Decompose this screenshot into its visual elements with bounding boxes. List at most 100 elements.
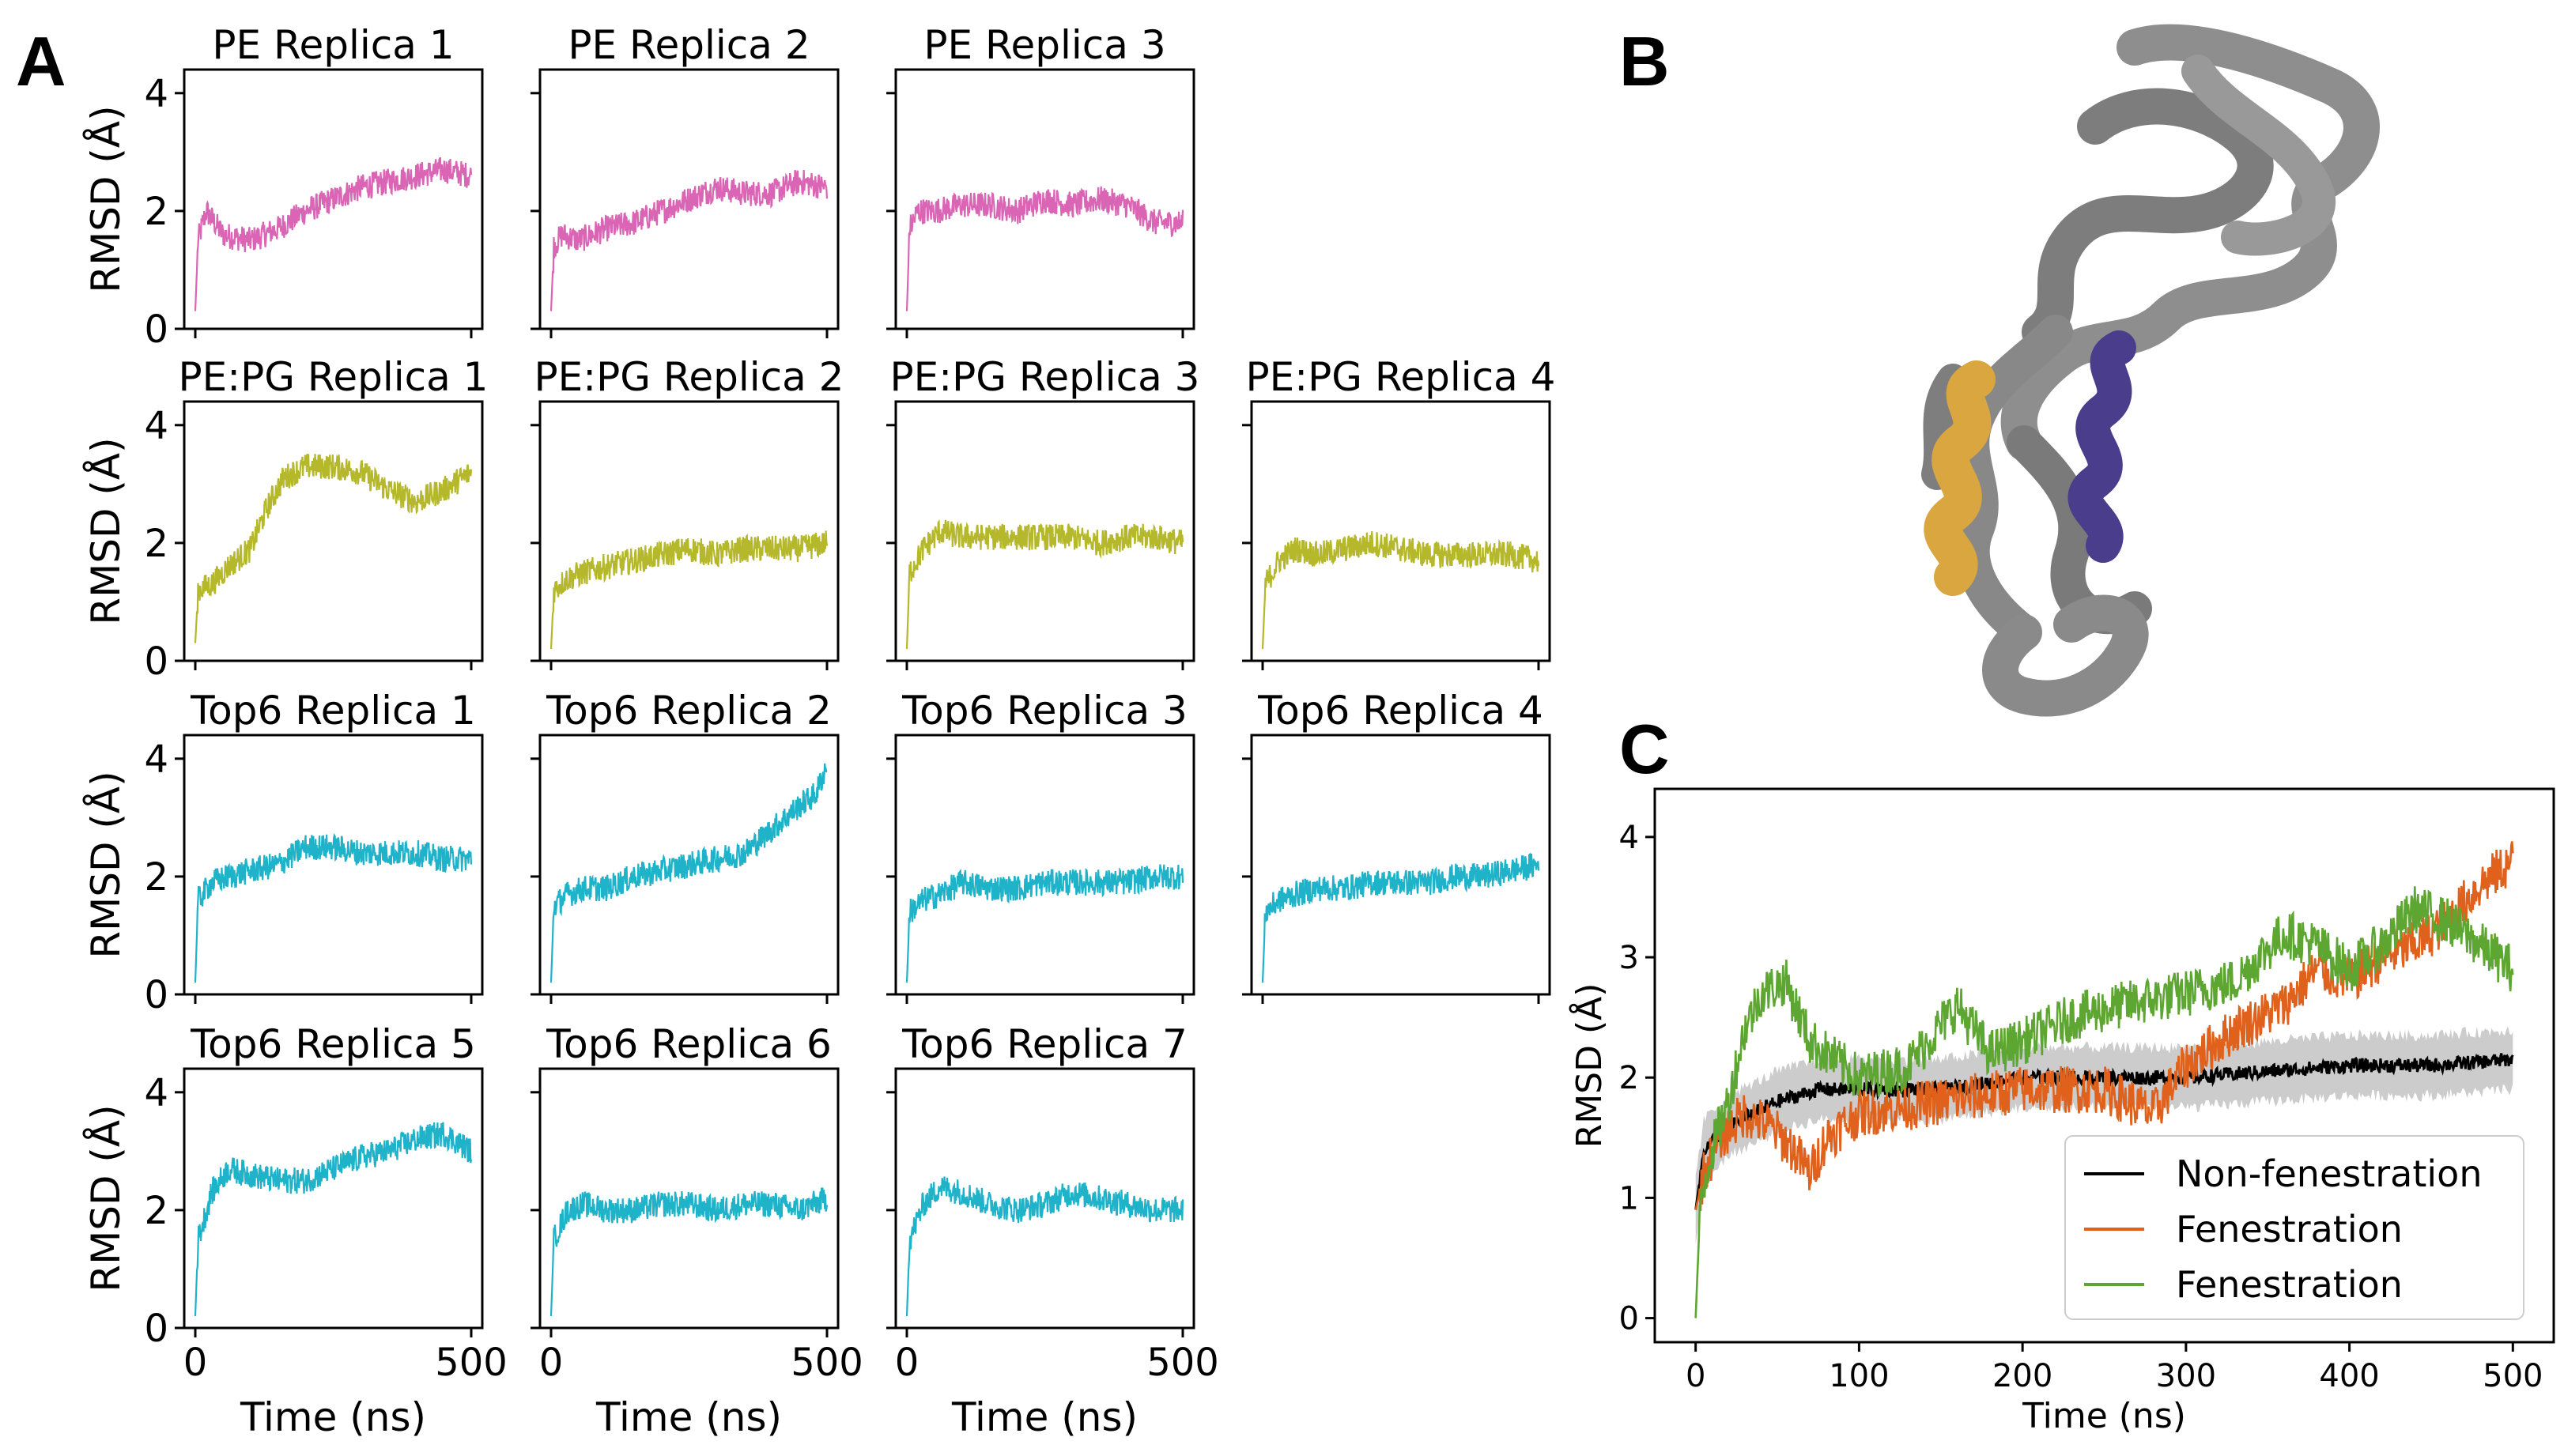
y-axis-label: RMSD (Å) [1568,983,1610,1149]
panel-label-c: C [1619,710,1670,788]
panel-c-overlay-chart: 0 1 2 3 4 0 100 200 300 400 500 Time (ns) RMSD (Å) No… [1568,787,2555,1436]
y-tick-label: 0 [144,639,168,684]
y-tick-label: 0 [144,973,168,1017]
y-tick-label: 2 [144,522,168,566]
subplot-title: Top6 Replica 1 [190,688,476,734]
subplot-frame [183,68,484,330]
rmsd-series-line [905,186,1184,311]
x-axis-label: Time (ns) [240,1394,426,1440]
y-tick-label: 4 [144,1071,168,1115]
x-tick-label: 0 [895,1341,919,1385]
rmsd-series-line [194,454,473,643]
subplot-frame [1250,734,1551,996]
subplot-8: Top6 Replica 2 [531,688,840,1004]
y-tick-label: 0 [144,307,168,352]
subplot-11: Top6 Replica 5 0 2 4 0 500 RMSD (Å) Time (ns) [83,1021,508,1440]
y-axis-label: RMSD (Å) [83,437,129,624]
x-tick-label: 500 [1146,1341,1219,1385]
rmsd-series-line [905,519,1184,650]
rmsd-series-line [905,1176,1184,1317]
subplot-title: PE:PG Replica 2 [534,354,844,400]
y-tick-label: 4 [144,404,168,448]
subplot-title: PE:PG Replica 1 [179,354,489,400]
panel-label-b: B [1619,22,1670,100]
legend-label-fen2: Fenestration [2176,1263,2403,1306]
subplot-title: PE Replica 2 [568,22,810,68]
x-tick-label: 500 [435,1341,508,1385]
subplot-7: Top6 Replica 1 0 2 4 RMSD (Å) [83,688,484,1017]
subplot-frame [1250,400,1551,662]
legend: Non-fenestration Fenestration Fenestration [2064,1135,2524,1320]
rmsd-series-line [905,864,1184,983]
subplot-title: Top6 Replica 2 [546,688,832,734]
y-tick-label: 2 [144,190,168,234]
chart-c-frame [1653,787,2555,1344]
y-tick-label: 3 [1619,940,1639,976]
x-axis-label: Time (ns) [951,1394,1138,1440]
subplot-0: PE Replica 1 0 2 4 RMSD (Å) [83,22,484,352]
y-axis-label: RMSD (Å) [83,1104,129,1292]
x-tick-label: 400 [2319,1358,2379,1394]
x-tick-label: 500 [2483,1358,2543,1394]
subplot-frame [183,400,484,662]
rmsd-series-line [1261,531,1540,650]
subplot-title: PE Replica 1 [212,22,454,68]
legend-label-fen1: Fenestration [2176,1208,2403,1250]
x-tick-label: 500 [791,1341,863,1385]
protein-structure-icon [1921,24,2380,717]
panel-a-small-multiples: PE Replica 1 0 2 4 RMSD (Å) PE Replica 2 PE Re… [83,22,1556,1440]
rmsd-series-line [194,832,473,983]
y-tick-label: 2 [1619,1060,1639,1096]
subplot-title: PE:PG Replica 3 [890,354,1200,400]
subplot-frame [538,734,840,996]
y-tick-label: 4 [144,737,168,782]
rmsd-series-line [194,1122,473,1317]
y-tick-label: 4 [144,72,168,116]
subplot-2: PE Replica 3 [886,22,1195,338]
y-tick-label: 2 [144,855,168,900]
subplot-4: PE:PG Replica 2 [531,354,844,670]
panel-label-a: A [16,22,66,100]
y-axis-label: RMSD (Å) [83,105,129,292]
y-tick-label: 4 [1619,820,1639,856]
subplot-frame [183,734,484,996]
subplot-title: PE Replica 3 [923,22,1165,68]
subplot-title: PE:PG Replica 4 [1246,354,1556,400]
subplot-frame [894,68,1195,330]
x-tick-label: 300 [2156,1358,2216,1394]
y-tick-label: 0 [144,1307,168,1351]
subplot-frame [538,1067,840,1330]
x-tick-label: 0 [539,1341,564,1385]
legend-box [2064,1135,2524,1320]
subplot-frame [894,1067,1195,1330]
x-axis-label: Time (ns) [595,1394,782,1440]
x-axis-label: Time (ns) [2022,1396,2186,1436]
subplot-title: Top6 Replica 4 [1257,688,1543,734]
series-line-fen2 [1694,886,2514,1318]
x-tick-label: 0 [1686,1358,1705,1394]
rmsd-series-line [549,169,829,311]
x-tick-label: 0 [183,1341,208,1385]
rmsd-series-line [549,763,828,983]
subplot-title: Top6 Replica 6 [546,1021,832,1067]
subplot-5: PE:PG Replica 3 [886,354,1200,670]
rmsd-series-line [194,157,473,311]
y-tick-label: 0 [1619,1301,1639,1337]
subplot-1: PE Replica 2 [531,22,840,338]
legend-label-nonfen: Non-fenestration [2176,1152,2482,1195]
subplot-frame [894,400,1195,662]
rmsd-series-line [549,1187,829,1317]
subplot-10: Top6 Replica 4 [1242,688,1551,1004]
subplot-frame [538,68,840,330]
subplot-title: Top6 Replica 3 [901,688,1188,734]
subplot-frame [894,734,1195,996]
subplot-frame [538,400,840,662]
y-axis-label: RMSD (Å) [83,771,129,958]
x-tick-label: 100 [1829,1358,1889,1394]
x-tick-label: 200 [1992,1358,2052,1394]
subplot-title: Top6 Replica 5 [190,1021,476,1067]
y-tick-label: 2 [144,1189,168,1233]
